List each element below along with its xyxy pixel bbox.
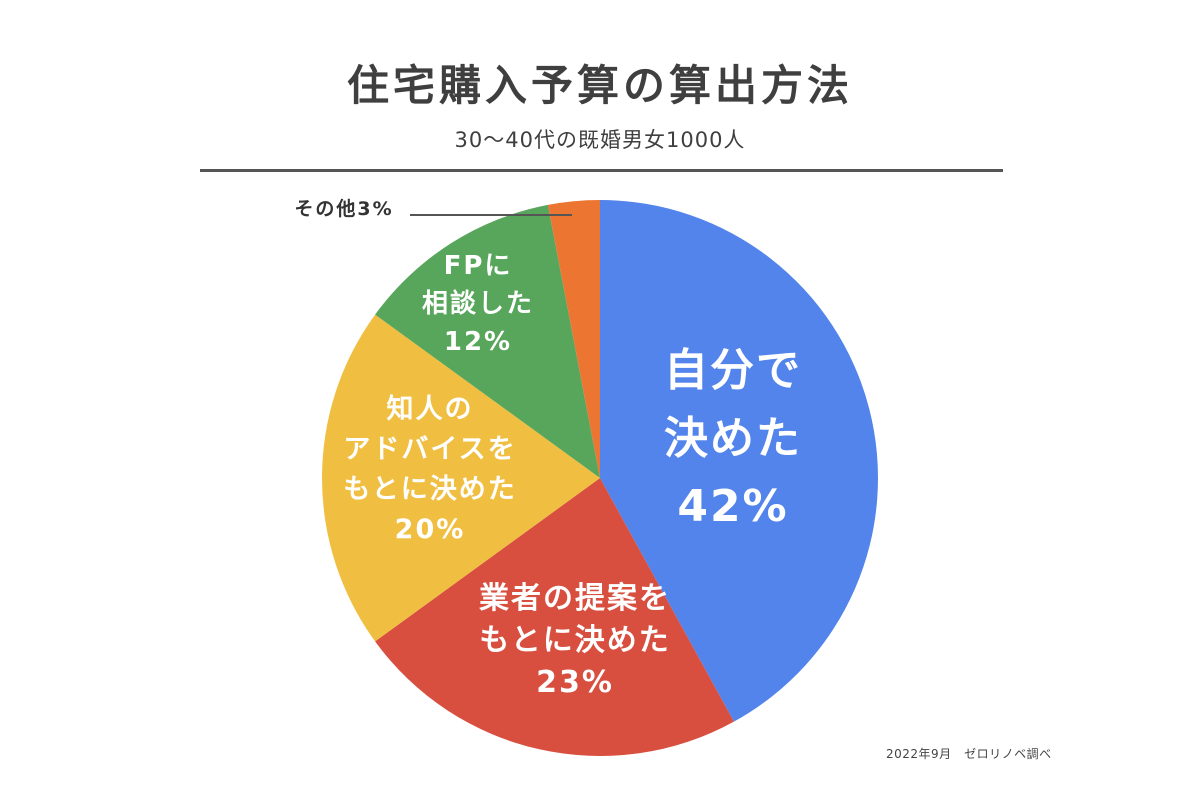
slice-label-line: アドバイスを <box>343 434 516 465</box>
slice-label-5: その他3% <box>294 197 393 220</box>
slice-label-line: 20% <box>395 514 466 545</box>
slice-label-line: 12% <box>444 327 512 357</box>
chart-title: 住宅購入予算の算出方法 <box>346 61 853 110</box>
slice-label-line: FPに <box>444 251 513 281</box>
slice-label-line: もとに決めた <box>479 623 670 658</box>
source-note: 2022年9月 ゼロリノベ調べ <box>886 747 1052 761</box>
slice-label-line: 決めた <box>664 413 802 464</box>
pie-slice-3 <box>322 314 600 642</box>
pie-slice-1 <box>600 200 879 722</box>
slice-label-line: もとに決めた <box>343 474 516 505</box>
pie-slice-2 <box>375 478 734 756</box>
chart-subtitle: 30～40代の既婚男女1000人 <box>454 128 746 152</box>
slice-label-line: 業者の提案を <box>479 581 671 616</box>
slice-label-line: 相談した <box>422 288 534 319</box>
pie-slice-5 <box>547 200 600 478</box>
title-divider <box>200 169 1003 172</box>
slice-label-line: 42% <box>677 481 788 532</box>
slice-label-4: FPに相談した 12% <box>422 251 534 357</box>
slice-label-line: 知人の <box>387 394 474 425</box>
slice-label-1: 自分で決めた 42% <box>664 345 802 532</box>
slice-label-line: その他3% <box>294 197 393 220</box>
slice-label-3: 知人のアドバイスをもとに決めた 20% <box>343 394 516 545</box>
slice-label-2: 業者の提案をもとに決めた 23% <box>479 581 671 700</box>
pie-slice-4 <box>375 204 600 479</box>
slice-label-line: 自分で <box>664 345 802 396</box>
slice-label-line: 23% <box>536 665 614 700</box>
